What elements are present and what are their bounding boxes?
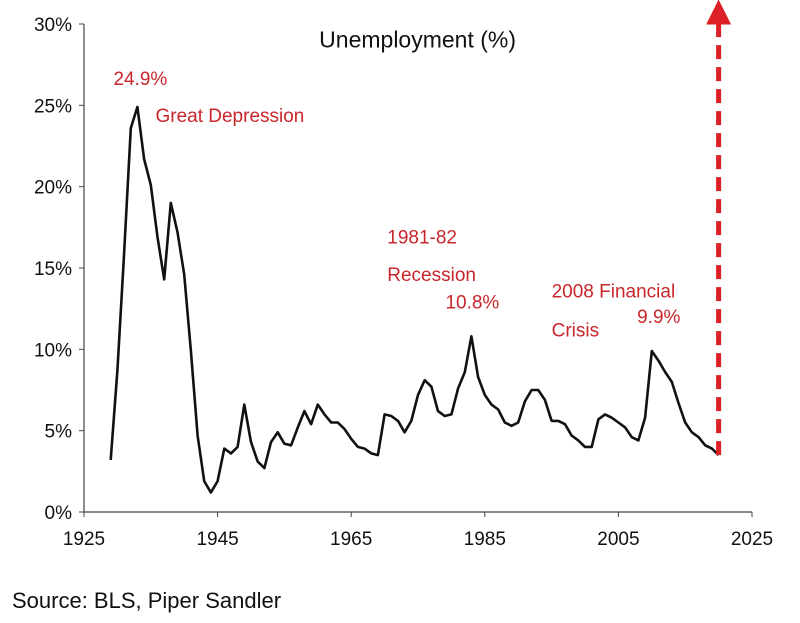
annotation-label: 24.9% (113, 69, 167, 90)
unemployment-chart: 0% 5% 10% 15% 20% 25% 30% 1925 1945 1965 1985 2005 2… (34, 0, 773, 550)
annotation-label: Great Depression (155, 106, 304, 127)
y-tick-label: 10% (34, 340, 72, 361)
x-tick-label: 2005 (597, 529, 639, 550)
x-tick-label: 1985 (464, 529, 506, 550)
y-tick-label: 15% (34, 259, 72, 280)
y-tick-label: 20% (34, 178, 72, 199)
y-tick-label: 0% (45, 503, 73, 524)
x-tick-label: 2025 (731, 529, 773, 550)
series-line-unemployment (109, 105, 720, 494)
x-tick-label: 1965 (330, 529, 372, 550)
series-group (109, 105, 720, 494)
annotation-label: 9.9% (637, 307, 680, 328)
annotations-group: 24.9% Great Depression 1981-82 Recession 10.… (113, 69, 680, 341)
axes (79, 23, 753, 517)
y-tick-label: 5% (45, 422, 73, 443)
y-tick-label: 25% (34, 96, 72, 117)
annotation-label: 10.8% (445, 292, 499, 313)
x-tick-label: 1945 (196, 529, 238, 550)
annotation-label: Crisis (552, 320, 600, 341)
tick-labels: 0% 5% 10% 15% 20% 25% 30% 1925 1945 1965 1985 2005 2… (34, 15, 773, 550)
annotation-label: Recession (387, 265, 476, 286)
chart-title: Unemployment (%) (319, 26, 516, 52)
source-note: Source: BLS, Piper Sandler (12, 588, 282, 613)
annotation-label: 2008 Financial (552, 281, 676, 302)
annotation-label: 1981-82 (387, 228, 457, 249)
y-tick-label: 30% (34, 15, 72, 36)
x-tick-label: 1925 (63, 529, 105, 550)
